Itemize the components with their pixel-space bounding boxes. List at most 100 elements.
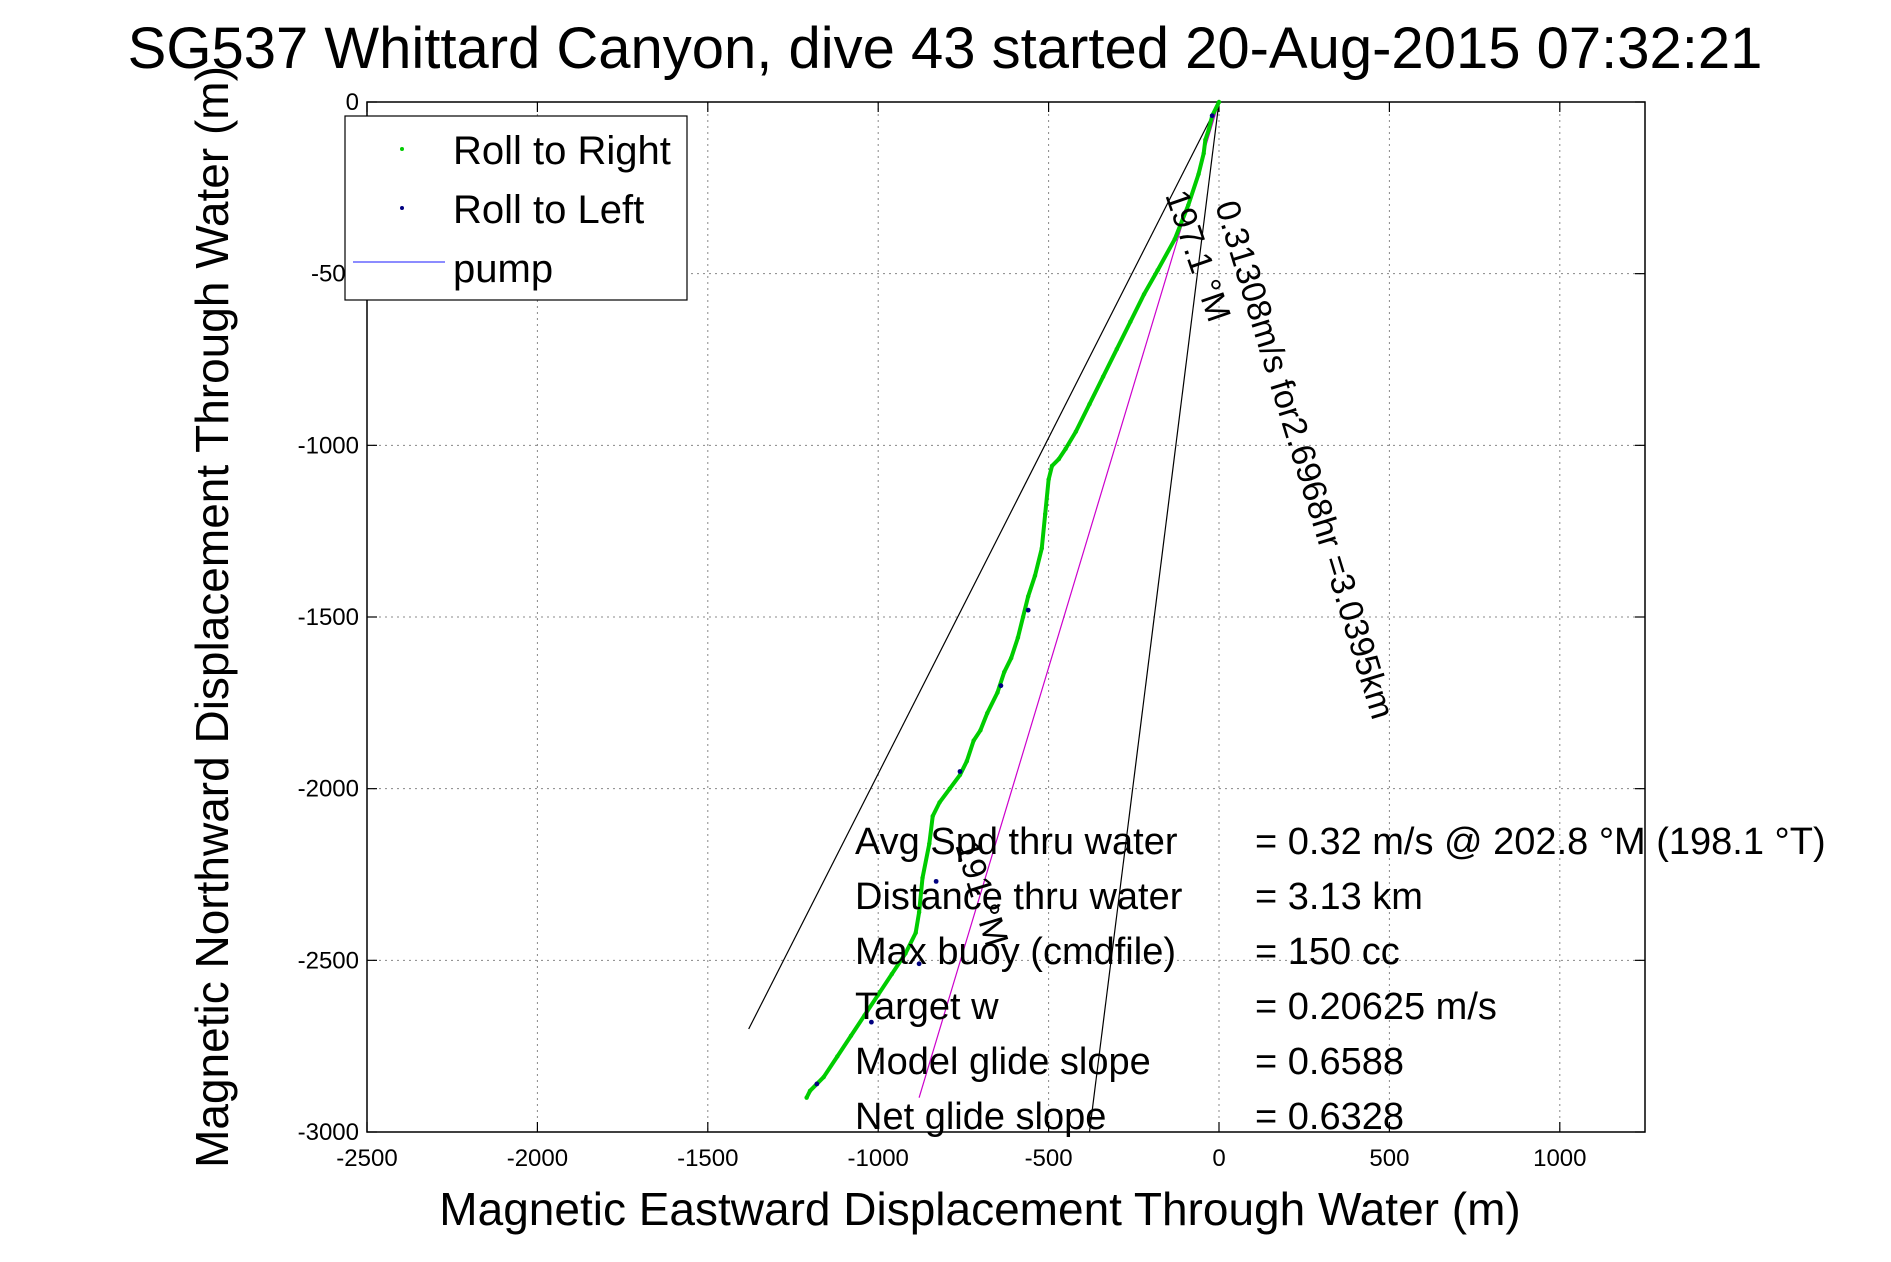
roll-right-point	[1042, 511, 1048, 517]
summary-value: = 0.32 m/s @ 202.8 °M (198.1 °T)	[1255, 821, 1826, 863]
summary-label: Target w	[855, 986, 999, 1028]
roll-right-point	[1056, 456, 1062, 462]
x-tick-label: -1500	[677, 1145, 738, 1172]
summary-value: = 3.13 km	[1255, 876, 1423, 918]
roll-right-point	[1008, 656, 1014, 661]
roll-left-point	[1209, 113, 1215, 119]
x-tick-label: -2500	[336, 1145, 397, 1172]
roll-right-point	[1114, 347, 1119, 352]
roll-left-point	[933, 878, 939, 884]
roll-right-point	[957, 772, 963, 778]
x-tick-label: -500	[1025, 1145, 1073, 1172]
roll-right-point	[862, 1013, 867, 1018]
reference-line	[918, 101, 1220, 1098]
dive-summary: Avg Spd thru water = 0.32 m/s @ 202.8 °M …	[855, 821, 1826, 1138]
summary-value: = 0.6328	[1255, 1096, 1404, 1138]
summary-label: Model glide slope	[855, 1041, 1151, 1083]
roll-left-point	[814, 1081, 820, 1087]
roll-right-point	[889, 971, 895, 977]
reference-lines	[748, 101, 1220, 1133]
y-tick-label: -3000	[298, 1119, 359, 1146]
roll-right-point	[1203, 137, 1208, 142]
y-tick-label: -1000	[298, 432, 359, 459]
x-tick-label: 0	[1212, 1145, 1225, 1172]
reference-line	[1088, 101, 1220, 1133]
roll-right-point	[1002, 669, 1007, 675]
axis-ticks: -2500 -2000 -1500 -1000 -500 0 500 10000-500-10…	[298, 89, 1645, 1172]
roll-right-point	[1087, 401, 1092, 407]
y-tick-label: -2000	[298, 776, 359, 803]
roll-right-point	[995, 690, 1000, 695]
roll-right-point	[964, 759, 970, 764]
roll-right-point	[1046, 477, 1051, 482]
legend: Roll to Right Roll to Left pump	[344, 115, 688, 301]
roll-right-point	[1049, 463, 1055, 469]
roll-right-point	[1025, 594, 1031, 599]
roll-left-point	[916, 961, 922, 967]
summary-label: Max buoy (cmdfile)	[855, 931, 1176, 973]
x-axis-label: Magnetic Eastward Displacement Through W…	[439, 1183, 1520, 1235]
roll-right-point	[1206, 127, 1211, 132]
roll-right-point	[1128, 319, 1133, 324]
roll-right-point	[1141, 292, 1147, 297]
y-tick-label: 0	[346, 89, 359, 116]
roll-left-point	[1025, 607, 1031, 613]
roll-right-point	[971, 738, 976, 743]
roll-right-point	[978, 728, 983, 733]
roll-right-point	[1196, 171, 1201, 177]
roll-right-point	[1216, 99, 1222, 105]
roll-right-point	[1186, 202, 1191, 208]
summary-value: = 0.6588	[1255, 1041, 1404, 1083]
speed-distance-annotation: 0.31308m/s for2.6968hr =3.0395km	[1207, 196, 1401, 723]
summary-value: = 150 cc	[1255, 931, 1400, 973]
roll-right-point	[876, 992, 881, 997]
roll-right-point	[804, 1095, 809, 1100]
roll-left-point	[957, 769, 963, 774]
legend-marker-roll-left	[400, 206, 404, 210]
legend-marker-roll-right	[400, 147, 404, 151]
roll-right-point	[1039, 546, 1044, 551]
roll-right-point	[1155, 268, 1160, 273]
roll-right-point	[920, 875, 925, 881]
roll-right-point	[1063, 446, 1068, 451]
reference-line	[748, 101, 1220, 1030]
roll-left-point	[998, 683, 1004, 689]
roll-right-point	[937, 800, 942, 805]
legend-label: Roll to Left	[453, 188, 644, 232]
y-axis-label: Magnetic Northward Displacement Through …	[186, 66, 238, 1168]
y-tick-label: -1500	[298, 604, 359, 631]
series-traces	[804, 99, 1222, 1100]
roll-right-point	[927, 841, 932, 846]
roll-right-point	[848, 1033, 854, 1039]
roll-right-point	[1100, 374, 1106, 379]
roll-right-point	[947, 786, 952, 791]
legend-label: pump	[453, 247, 553, 291]
summary-value: = 0.20625 m/s	[1255, 986, 1497, 1028]
summary-label: Distance thru water	[855, 876, 1183, 918]
roll-right-point	[930, 813, 935, 819]
roll-right-point	[1015, 635, 1021, 640]
roll-right-point	[1201, 151, 1206, 156]
roll-right-point	[916, 910, 922, 915]
y-tick-label: -2500	[298, 947, 359, 974]
summary-label: Net glide slope	[855, 1096, 1106, 1138]
x-tick-label: -1000	[848, 1145, 909, 1172]
x-tick-label: 500	[1369, 1145, 1409, 1172]
roll-right-point	[903, 951, 908, 956]
roll-right-point	[1020, 614, 1026, 620]
summary-label: Avg Spd thru water	[855, 821, 1178, 863]
roll-right-point	[985, 710, 990, 716]
x-tick-label: 1000	[1533, 1145, 1586, 1172]
roll-right-point	[1172, 237, 1177, 242]
roll-right-point	[835, 1054, 840, 1059]
roll-right-point	[1073, 429, 1079, 434]
chart-title: SG537 Whittard Canyon, dive 43 started 2…	[128, 16, 1763, 81]
roll-right-point	[913, 930, 918, 936]
roll-right-point	[1032, 573, 1038, 578]
roll-left-point	[868, 1019, 874, 1025]
roll-right-point	[821, 1074, 826, 1080]
x-tick-label: -2000	[507, 1145, 568, 1172]
roll-right-point	[807, 1088, 813, 1094]
legend-label: Roll to Right	[453, 129, 671, 173]
